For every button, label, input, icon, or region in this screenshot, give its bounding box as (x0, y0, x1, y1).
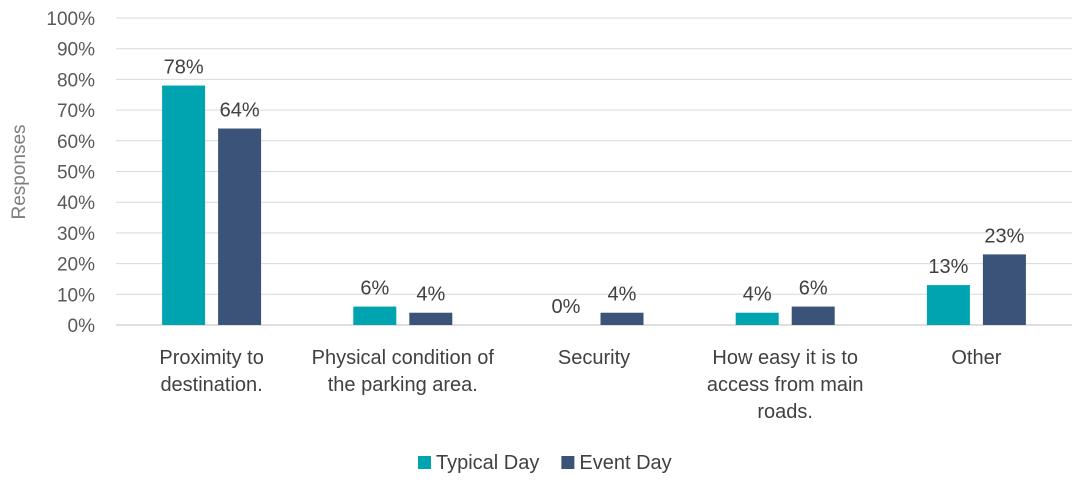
legend-label: Typical Day (436, 452, 539, 474)
y-tick-label: 40% (57, 193, 95, 214)
y-tick-label: 0% (68, 316, 96, 337)
data-label: 4% (743, 284, 772, 306)
category-label: Other (951, 347, 1001, 369)
y-axis-ticks: 0% 10% 20% 30% 40% 50% 60% 70% 80% 90% 100% (46, 9, 95, 337)
data-label: 6% (799, 278, 828, 300)
bars (162, 85, 1026, 325)
bar (982, 254, 1026, 325)
x-axis-categories: Proximity to destination. Physical conditi… (159, 347, 1001, 423)
y-tick-label: 80% (57, 70, 95, 91)
legend-swatch (418, 456, 431, 469)
category-label: the parking area. (328, 374, 478, 396)
gridlines (116, 17, 1072, 326)
data-label: 23% (984, 225, 1024, 247)
y-tick-label: 60% (57, 132, 95, 153)
data-label: 0% (552, 296, 581, 318)
category-label: destination. (160, 374, 262, 396)
data-label: 78% (164, 57, 204, 79)
bar (353, 306, 397, 325)
y-tick-label: 20% (57, 255, 95, 276)
data-labels: 78% 64% 6% 4% 0% 4% 4% 6% 13% 23% (164, 57, 1025, 318)
y-tick-label: 10% (57, 285, 95, 306)
bar (162, 85, 206, 325)
data-label: 13% (928, 256, 968, 278)
y-tick-label: 30% (57, 224, 95, 245)
bar (600, 312, 644, 325)
legend-label: Event Day (579, 452, 671, 474)
category-label: How easy it is to (712, 347, 858, 369)
y-axis-title: Responses (9, 124, 30, 219)
data-label: 4% (416, 284, 445, 306)
data-label: 64% (220, 100, 260, 122)
category-label: Security (558, 347, 630, 369)
data-label: 4% (608, 284, 637, 306)
bar (735, 312, 779, 325)
category-label: roads. (757, 401, 813, 423)
category-label: access from main (707, 374, 864, 396)
legend: Typical Day Event Day (418, 452, 672, 474)
y-tick-label: 70% (57, 101, 95, 122)
bar (409, 312, 453, 325)
data-label: 6% (360, 278, 389, 300)
legend-swatch (561, 456, 575, 469)
y-tick-label: 90% (57, 40, 95, 61)
bar (926, 285, 970, 325)
bar (791, 306, 835, 325)
bar (218, 128, 262, 325)
y-tick-label: 100% (46, 9, 95, 30)
category-label: Physical condition of (312, 347, 495, 369)
category-label: Proximity to (159, 347, 263, 369)
y-tick-label: 50% (57, 163, 95, 184)
